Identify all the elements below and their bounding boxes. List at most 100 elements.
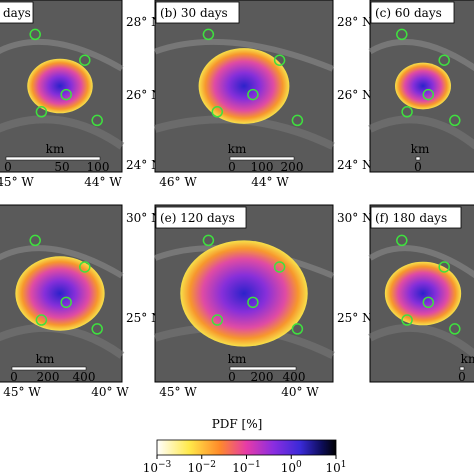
scale-label: 200 — [281, 160, 304, 174]
bathymetry-contour — [0, 245, 124, 279]
panel-label-box — [370, 206, 462, 229]
drifter-marker — [211, 314, 224, 326]
scale-label: km — [46, 142, 65, 156]
scale-bar — [415, 156, 421, 161]
scale-bar — [229, 156, 295, 161]
lon-tick-label: 46° W — [159, 175, 197, 189]
tick-base: 10 — [143, 461, 158, 474]
drifter-marker — [29, 28, 41, 41]
scale-label: 100 — [251, 160, 274, 174]
scale-bar — [229, 366, 297, 371]
drifter-marker — [396, 234, 408, 247]
tick-base: 10 — [325, 461, 340, 474]
tick-exponent: 1 — [341, 460, 347, 470]
scale-label: km — [461, 352, 474, 366]
lat-tick-label: 24° N — [337, 158, 373, 172]
panel-label: days — [3, 6, 31, 20]
panel-label-box — [155, 1, 240, 24]
tick-base: 10 — [281, 461, 296, 474]
probability-plume — [384, 261, 462, 326]
lat-tick-label: 30° N — [126, 211, 162, 225]
probability-plume — [15, 256, 105, 331]
scale-bar — [5, 156, 101, 161]
panel-label-box — [155, 206, 247, 229]
bathymetry-contour — [0, 39, 124, 72]
tick-exponent: 0 — [296, 460, 302, 470]
drifter-marker — [247, 88, 259, 101]
bathymetry-contour — [368, 115, 474, 150]
scale-label: 0 — [228, 160, 236, 174]
drifter-marker — [79, 54, 91, 66]
colorbar-label: PDF [%] — [212, 417, 263, 431]
drifter-marker — [291, 323, 304, 335]
drifter-marker — [273, 261, 286, 273]
lat-tick-label: 28° N — [337, 15, 373, 29]
bathymetry-contour — [368, 245, 474, 279]
lat-tick-label: 26° N — [126, 88, 162, 102]
lat-tick-label: 24° N — [126, 158, 162, 172]
drifter-marker — [247, 296, 259, 309]
drifter-marker — [60, 296, 72, 309]
scale-label: km — [36, 352, 55, 366]
probability-plume — [180, 240, 308, 347]
scale-label: 0 — [228, 370, 236, 384]
panel-label: (f) 180 days — [375, 211, 447, 225]
scale-label: 0 — [4, 160, 12, 174]
panel-label-box — [0, 1, 34, 24]
bathymetry-contour — [0, 115, 125, 150]
drifter-marker — [422, 88, 435, 101]
drifter-marker — [438, 54, 450, 66]
drifter-marker — [60, 88, 72, 101]
drifter-marker — [449, 114, 461, 127]
scale-label: 200 — [37, 370, 60, 384]
colorbar-tick-label: 10−2 — [187, 460, 216, 474]
drifter-marker — [35, 314, 48, 326]
lon-tick-label: 40° W — [281, 385, 319, 399]
scale-label: km — [228, 142, 247, 156]
drifter-marker — [79, 261, 91, 273]
drifter-marker — [422, 296, 435, 309]
tick-exponent: −1 — [248, 460, 261, 470]
lon-tick-label: 44° W — [84, 175, 122, 189]
drifter-marker — [211, 106, 224, 118]
bathymetry-contour — [368, 38, 474, 72]
scale-label: km — [411, 142, 430, 156]
drifter-marker — [91, 323, 103, 335]
drifter-marker — [291, 114, 304, 127]
tick-exponent: −2 — [203, 460, 216, 470]
drifter-marker — [202, 28, 215, 41]
scale-label: km — [228, 352, 247, 366]
drifter-marker — [401, 106, 413, 118]
lon-tick-label: 40° W — [91, 385, 129, 399]
lon-tick-label: 45° W — [3, 385, 41, 399]
scale-bar — [459, 366, 465, 371]
drifter-marker — [202, 234, 215, 247]
panels: days 28° N 26° N 24° N 45° W 44° W km 0 50 100 (b)… — [0, 0, 474, 399]
lat-tick-label: 26° N — [337, 88, 373, 102]
panel-label-box — [370, 1, 455, 24]
probability-plume — [395, 62, 451, 110]
lon-tick-label: 44° W — [251, 175, 289, 189]
drifter-marker — [401, 314, 413, 326]
panel-label: (c) 60 days — [375, 6, 442, 20]
scale-label: 100 — [87, 160, 110, 174]
scale-label: 200 — [251, 370, 274, 384]
tick-base: 10 — [187, 461, 202, 474]
tick-base: 10 — [232, 461, 247, 474]
scale-bar — [11, 366, 87, 371]
lat-tick-label: 25° N — [126, 311, 162, 325]
probability-plume — [27, 58, 93, 114]
scale-label: 400 — [73, 370, 96, 384]
probability-plume — [198, 48, 290, 124]
tick-exponent: −3 — [158, 460, 172, 470]
scale-label: 0 — [10, 370, 18, 384]
bathymetry-contour — [153, 38, 335, 72]
lon-tick-label: 45° W — [0, 175, 34, 189]
lat-tick-label: 30° N — [337, 211, 373, 225]
colorbar-tick-label: 100 — [281, 460, 302, 474]
lat-tick-label: 25° N — [337, 311, 373, 325]
drifter-marker — [273, 54, 286, 66]
colorbar-tick-label: 101 — [325, 460, 346, 474]
lat-tick-label: 28° N — [126, 15, 162, 29]
